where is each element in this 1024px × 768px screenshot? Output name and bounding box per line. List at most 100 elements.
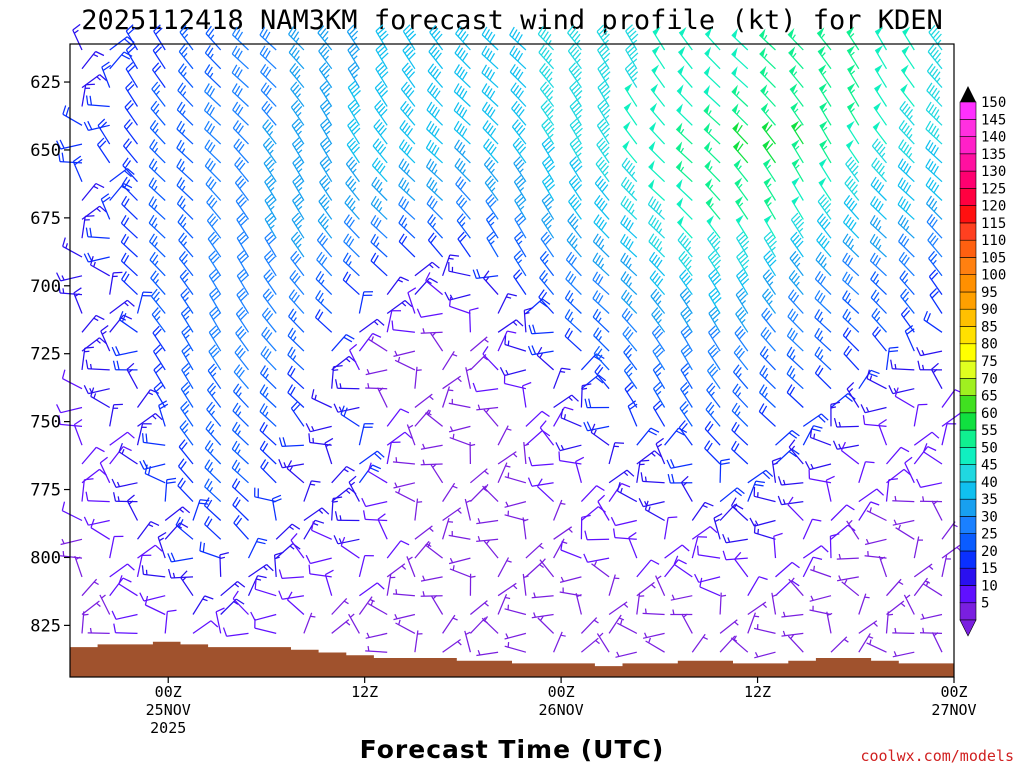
- barb-staff: [204, 447, 222, 465]
- barb-feather: [739, 312, 747, 321]
- wind-barb: [121, 271, 138, 296]
- barb-feather: [263, 85, 270, 94]
- barb-half-feather: [449, 557, 454, 563]
- barb-staff: [288, 316, 305, 333]
- wind-barb: [426, 195, 444, 220]
- wind-barb: [144, 595, 166, 616]
- barb-half-feather: [568, 528, 573, 533]
- wind-barb: [448, 398, 471, 409]
- wind-barb: [675, 141, 693, 164]
- wind-barb: [703, 122, 721, 145]
- wind-barb: [148, 233, 166, 258]
- wind-barb: [483, 539, 499, 559]
- colorbar-label: 50: [981, 440, 998, 456]
- barb-half-feather: [313, 522, 319, 526]
- y-tick-label: 625: [30, 73, 61, 93]
- barb-feather: [571, 121, 580, 129]
- wind-barb: [137, 544, 163, 559]
- wind-barb: [233, 364, 249, 390]
- barb-feather: [541, 65, 549, 74]
- barb-feather: [545, 218, 553, 227]
- barb-feather: [575, 127, 583, 135]
- barb-feather: [122, 446, 132, 452]
- barb-feather: [148, 196, 155, 205]
- barb-feather: [235, 598, 245, 605]
- barb-half-feather: [156, 316, 161, 321]
- barb-staff: [442, 614, 456, 634]
- barb-half-feather: [339, 383, 342, 389]
- wind-barb: [676, 103, 693, 126]
- barb-feather: [818, 415, 826, 423]
- wind-barb: [287, 346, 305, 371]
- barb-half-feather: [686, 318, 691, 324]
- barb-feather: [601, 86, 609, 95]
- barb-feather: [175, 516, 181, 526]
- barb-feather: [528, 456, 533, 466]
- wind-barb: [559, 576, 582, 584]
- barb-feather: [151, 179, 157, 189]
- barb-half-feather: [296, 74, 301, 80]
- barb-feather: [182, 403, 190, 412]
- wind-barb: [414, 393, 434, 408]
- barb-feather: [264, 122, 272, 130]
- barb-half-feather: [672, 609, 675, 615]
- barb-half-feather: [210, 429, 215, 435]
- barb-feather: [122, 577, 132, 583]
- barb-feather: [180, 65, 187, 75]
- barb-half-feather: [184, 391, 190, 396]
- barb-feather: [177, 477, 184, 487]
- barb-half-feather: [209, 467, 214, 473]
- wind-barb: [386, 310, 402, 333]
- barb-feather: [568, 62, 576, 70]
- barb-feather: [211, 218, 219, 227]
- barb-feather: [925, 158, 932, 168]
- barb-feather: [262, 47, 269, 57]
- barb-feather: [602, 71, 611, 79]
- barb-feather: [456, 104, 462, 114]
- barb-feather: [295, 181, 304, 189]
- barb-feather: [293, 196, 302, 205]
- barb-pennant: [817, 27, 825, 37]
- wind-barb: [476, 536, 499, 543]
- wind-barb: [136, 291, 153, 314]
- barb-half-feather: [519, 187, 525, 192]
- barb-feather: [680, 475, 689, 484]
- wind-barb: [758, 384, 776, 408]
- barb-half-feather: [618, 617, 625, 621]
- wind-barb: [231, 421, 249, 446]
- barb-feather: [569, 137, 578, 145]
- barb-staff: [904, 330, 915, 352]
- barb-feather: [353, 127, 361, 136]
- barb-staff: [483, 145, 499, 164]
- barb-feather: [293, 49, 300, 59]
- barb-feather: [876, 143, 884, 152]
- barb-feather: [596, 348, 603, 357]
- barb-feather: [238, 290, 246, 299]
- barb-half-feather: [93, 185, 99, 190]
- barb-staff: [886, 446, 902, 465]
- wind-barb: [497, 319, 524, 333]
- barb-feather: [346, 137, 354, 146]
- wind-barb: [386, 408, 410, 427]
- barb-staff: [620, 260, 638, 277]
- barb-feather: [291, 291, 298, 301]
- wind-barb: [612, 528, 637, 540]
- barb-feather: [872, 326, 879, 335]
- barb-half-feather: [733, 635, 737, 641]
- barb-feather: [656, 259, 663, 269]
- colorbar-swatch: [959, 291, 977, 310]
- barb-pennant: [819, 139, 828, 149]
- wind-barb: [678, 250, 693, 277]
- barb-half-feather: [887, 613, 894, 616]
- wind-barb: [753, 523, 776, 540]
- barb-feather: [435, 52, 442, 61]
- wind-barb: [680, 325, 693, 352]
- barb-feather: [72, 155, 82, 163]
- barb-half-feather: [182, 91, 187, 97]
- barb-feather: [204, 478, 210, 488]
- barb-pennant: [788, 27, 795, 38]
- barb-staff: [152, 50, 166, 70]
- barb-feather: [237, 178, 245, 187]
- barb-pennant: [873, 121, 881, 131]
- barb-feather: [544, 237, 552, 246]
